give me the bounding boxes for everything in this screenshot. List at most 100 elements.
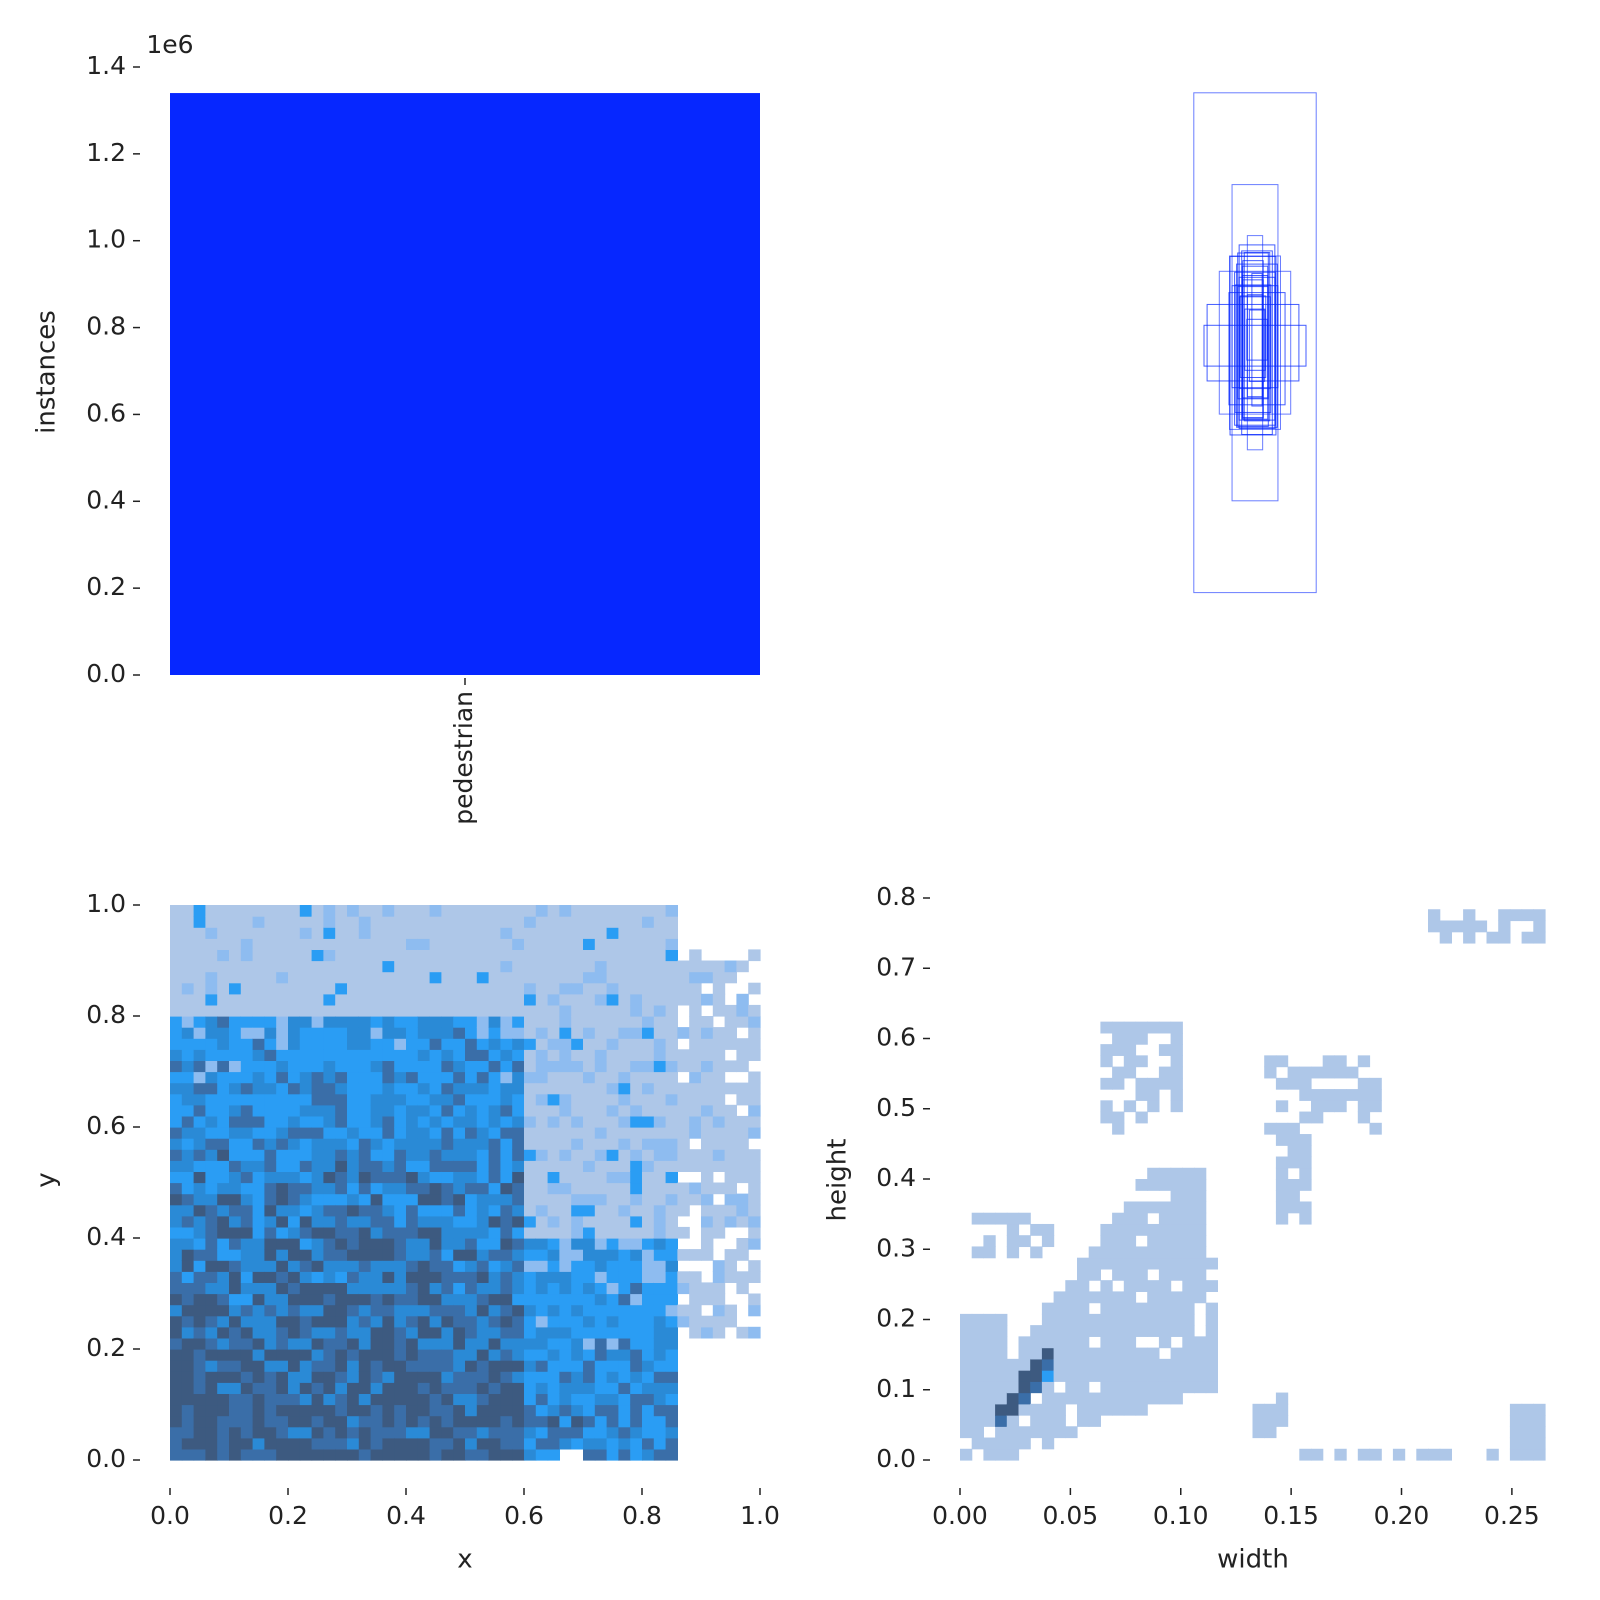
heatmap-cell: [630, 1304, 643, 1317]
heatmap-cell: [1170, 1167, 1183, 1180]
heatmap-cell: [583, 1138, 596, 1150]
heatmap-cell: [205, 1193, 218, 1206]
heatmap-cell: [594, 1326, 608, 1339]
heatmap-cell: [689, 949, 702, 962]
heatmap-cell: [1533, 1448, 1546, 1461]
heatmap-cell: [193, 1415, 206, 1428]
heatmap-cell: [453, 1226, 466, 1239]
heatmap-cell: [311, 1404, 324, 1417]
heatmap-cell: [181, 982, 195, 995]
heatmap-cell: [1182, 1190, 1195, 1203]
heatmap-cell: [453, 1149, 466, 1161]
heatmap-cell: [193, 1215, 206, 1228]
heatmap-cell: [535, 1182, 549, 1195]
heatmap-cell: [347, 1204, 360, 1217]
heatmap-cell: [406, 1171, 419, 1184]
heatmap-cell: [1299, 1134, 1312, 1146]
heatmap-cell: [240, 1282, 254, 1295]
heatmap-cell: [406, 1149, 419, 1161]
heatmap-cell: [1428, 920, 1441, 933]
heatmap-cell: [571, 1382, 584, 1394]
heatmap-cell: [500, 1093, 513, 1106]
heatmap-cell: [311, 1215, 324, 1228]
heatmap-cell: [441, 1326, 454, 1339]
heatmap-cell: [1287, 1077, 1300, 1090]
heatmap-cell: [170, 1238, 183, 1250]
heatmap-cell: [1065, 1280, 1078, 1292]
heatmap-cell: [382, 905, 395, 917]
heatmap-cell: [653, 1226, 667, 1239]
heatmap-cell: [701, 1215, 714, 1228]
heatmap-cell: [406, 1426, 419, 1439]
heatmap-cell: [547, 1004, 560, 1017]
heatmap-cell: [618, 982, 631, 995]
heatmap-cell: [535, 1149, 549, 1161]
heatmap-cell: [453, 1171, 466, 1184]
heatmap-cell: [370, 938, 383, 950]
heatmap-cell: [630, 1415, 643, 1428]
heatmap-cell: [240, 1127, 254, 1139]
heatmap-cell: [701, 1171, 714, 1184]
heatmap-cell: [264, 1215, 277, 1228]
heatmap-cell: [205, 1304, 218, 1317]
heatmap-cell: [1392, 1448, 1406, 1461]
heatmap-cell: [406, 1415, 419, 1428]
heatmap-cell: [971, 1415, 984, 1427]
heatmap-cell: [1521, 1415, 1534, 1427]
heatmap-cell: [170, 1127, 183, 1139]
heatmap-cell: [382, 1249, 395, 1261]
heatmap-cell: [441, 938, 454, 950]
heatmap-cell: [488, 1082, 501, 1095]
heatmap-cell: [276, 1049, 289, 1061]
heatmap-cell: [524, 1437, 537, 1450]
heatmap-cell: [618, 1293, 631, 1306]
heatmap-cell: [181, 938, 195, 950]
heatmap-cell: [571, 1115, 584, 1128]
heatmap-cell: [1205, 1347, 1218, 1360]
heatmap-cell: [181, 1160, 195, 1172]
heatmap-cell: [1158, 1257, 1172, 1270]
heatmap-cell: [736, 1049, 749, 1061]
heatmap-cell: [299, 1238, 313, 1250]
y-tick-label: 1.0: [86, 889, 126, 918]
heatmap-cell: [1299, 1167, 1312, 1180]
heatmap-cell: [712, 1038, 726, 1050]
heatmap-cell: [653, 1160, 667, 1172]
heatmap-cell: [358, 1071, 372, 1084]
heatmap-cell: [583, 1426, 596, 1439]
heatmap-cell: [748, 1027, 761, 1039]
heatmap-cell: [417, 1371, 431, 1383]
heatmap-cell: [1147, 1347, 1160, 1360]
heatmap-cell: [559, 1415, 572, 1428]
heatmap-cell: [406, 1082, 419, 1095]
box-outline: [1239, 296, 1271, 390]
heatmap-cell: [240, 1171, 254, 1184]
heatmap-cell: [264, 1071, 277, 1084]
heatmap-cell: [983, 1325, 996, 1337]
heatmap-cell: [205, 1160, 218, 1172]
heatmap-cell: [264, 1160, 277, 1172]
heatmap-cell: [465, 971, 478, 984]
heatmap-cell: [512, 1271, 525, 1283]
heatmap-cell: [465, 1326, 478, 1339]
heatmap-cell: [677, 1149, 690, 1161]
heatmap-cell: [406, 938, 419, 950]
heatmap-cell: [465, 1138, 478, 1150]
heatmap-cell: [476, 971, 490, 984]
heatmap-cell: [323, 1138, 336, 1150]
heatmap-cell: [594, 1038, 608, 1050]
heatmap-cell: [748, 1293, 761, 1306]
heatmap-cell: [594, 1104, 608, 1117]
heatmap-cell: [689, 1293, 702, 1306]
heatmap-cell: [630, 993, 643, 1006]
heatmap-cell: [1533, 1403, 1546, 1416]
heatmap-cell: [1521, 1448, 1534, 1461]
heatmap-cell: [1053, 1403, 1066, 1416]
heatmap-cell: [653, 1149, 667, 1161]
heatmap-cell: [512, 1004, 525, 1017]
heatmap-cell: [689, 1304, 702, 1317]
heatmap-cell: [606, 1337, 619, 1350]
heatmap-cell: [217, 1293, 230, 1306]
heatmap-cell: [642, 1271, 655, 1283]
heatmap-cell: [665, 1326, 678, 1339]
